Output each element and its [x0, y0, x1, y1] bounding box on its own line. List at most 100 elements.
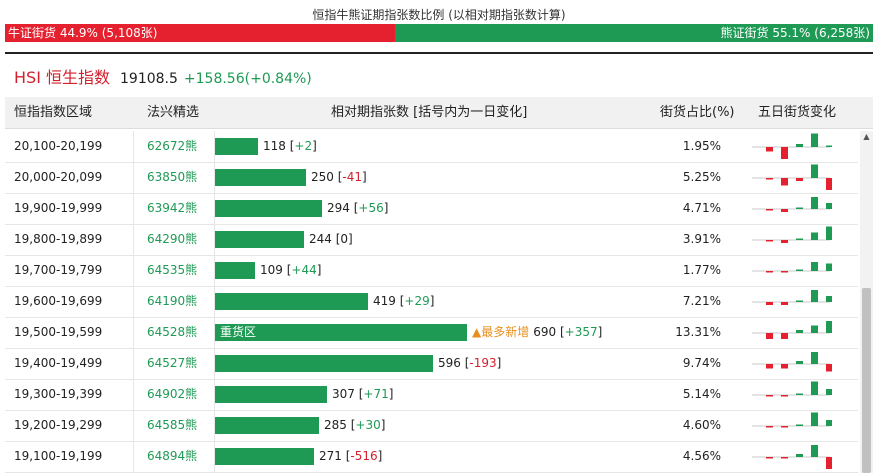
range-cell: 20,100-20,199 [14, 139, 103, 153]
warrant-code-link[interactable]: 64585熊 [147, 418, 198, 432]
mini-chart-bar [796, 454, 803, 457]
table-row[interactable]: 19,100-19,199 64894熊 271 [-516] 4.56% [5, 441, 858, 473]
mini-chart-bar [781, 178, 788, 186]
bracket-open: [ [346, 418, 356, 432]
table-row[interactable]: 19,300-19,399 64902熊 307 [+71] 5.14% [5, 379, 858, 411]
daily-change: -516 [350, 449, 378, 463]
share-percent: 7.21% [682, 294, 721, 308]
mini-chart-bar [781, 302, 788, 305]
mini-chart-bar [796, 330, 803, 333]
header-share: 街货占比(%) [660, 105, 735, 120]
warrant-code-link[interactable]: 64528熊 [147, 325, 198, 339]
range-cell: 19,600-19,699 [14, 294, 103, 308]
warrant-code-link[interactable]: 64894熊 [147, 449, 198, 463]
table-row[interactable]: 19,800-19,899 64290熊 244 [0] 3.91% [5, 224, 858, 256]
column-separator [133, 162, 134, 193]
bracket-close: ] [429, 294, 435, 308]
table-row[interactable]: 19,200-19,299 64585熊 285 [+30] 4.60% [5, 410, 858, 442]
mini-chart-bar [781, 209, 788, 212]
contracts-number: 596 [438, 356, 461, 370]
contracts-bar [215, 138, 258, 155]
bracket-open: [ [556, 325, 565, 339]
warrant-code-link[interactable]: 64190熊 [147, 294, 198, 308]
daily-change: +71 [363, 387, 389, 401]
share-percent: 1.77% [682, 263, 721, 277]
column-separator [133, 379, 134, 410]
mini-chart-bar [811, 232, 818, 240]
range-cell: 19,100-19,199 [14, 449, 103, 463]
daily-change: -41 [342, 170, 363, 184]
section-divider [5, 52, 873, 54]
range-cell: 19,400-19,499 [14, 356, 103, 370]
range-cell: 19,900-19,999 [14, 201, 103, 215]
mini-chart-bar [781, 426, 788, 428]
contracts-bar [215, 200, 322, 217]
table-body[interactable]: 20,100-20,199 62672熊 118 [+2] 1.95% 20,000-2… [5, 131, 858, 473]
warrant-code-link[interactable]: 64527熊 [147, 356, 198, 370]
column-separator [133, 255, 134, 286]
contracts-value: 271 [-516] [319, 441, 382, 472]
contracts-number: 285 [324, 418, 347, 432]
table-row[interactable]: 19,900-19,999 63942熊 294 [+56] 4.71% [5, 193, 858, 225]
mini-chart-bar [811, 325, 818, 333]
table-row[interactable]: 19,500-19,599 64528熊 重货区 ▲最多新增 690 [+357] 13.… [5, 317, 858, 349]
column-separator [214, 286, 215, 317]
five-day-mini-chart [752, 352, 832, 372]
mini-chart-bar [766, 426, 773, 428]
column-separator [133, 317, 134, 348]
index-name[interactable]: HSI 恒生指数 [14, 68, 110, 87]
warrant-code-link[interactable]: 62672熊 [147, 139, 198, 153]
column-separator [214, 410, 215, 441]
most-added-flag: ▲最多新增 [472, 325, 529, 339]
table-row[interactable]: 20,100-20,199 62672熊 118 [+2] 1.95% [5, 131, 858, 163]
bracket-close: ] [348, 232, 353, 246]
scroll-up-arrow-icon[interactable]: ▲ [863, 132, 870, 141]
table-row[interactable]: 19,400-19,499 64527熊 596 [-193] 9.74% [5, 348, 858, 380]
warrant-code-link[interactable]: 64535熊 [147, 263, 198, 277]
contracts-number: 118 [263, 139, 286, 153]
mini-chart-bar [811, 352, 818, 364]
mini-chart-bar [811, 381, 818, 395]
warrant-code-link[interactable]: 63942熊 [147, 201, 198, 215]
mini-chart-bar [826, 420, 832, 426]
contracts-bar [215, 169, 306, 186]
contracts-number: 250 [311, 170, 334, 184]
up-triangle-icon: ▲ [472, 325, 482, 339]
table-header: 恒指指数区域 法兴精选 相对期指张数 [括号内为一日变化] 街货占比(%) 五日… [5, 97, 873, 129]
daily-change: +357 [564, 325, 598, 339]
mini-chart-bar [796, 269, 803, 271]
column-separator [214, 193, 215, 224]
bracket-close: ] [388, 387, 394, 401]
contracts-bar [215, 417, 319, 434]
share-percent: 4.56% [682, 449, 721, 463]
mini-chart-bar [781, 271, 788, 273]
mini-chart-bar [811, 197, 818, 209]
contracts-number: 244 [309, 232, 332, 246]
five-day-mini-chart [752, 226, 832, 243]
bracket-close: ] [496, 356, 502, 370]
mini-chart-bar [766, 178, 773, 180]
mini-chart-bar [796, 178, 803, 181]
warrant-code-link[interactable]: 64902熊 [147, 387, 198, 401]
mini-chart-bar [796, 361, 803, 364]
warrant-code-link[interactable]: 63850熊 [147, 170, 198, 184]
table-row[interactable]: 19,600-19,699 64190熊 419 [+29] 7.21% [5, 286, 858, 318]
most-added-text: 最多新增 [481, 325, 530, 339]
contracts-bar [215, 262, 255, 279]
scrollbar-thumb[interactable] [862, 288, 871, 473]
mini-chart-bar [826, 263, 832, 271]
five-day-mini-chart [752, 197, 832, 212]
index-change: +158.56(+0.84%) [183, 71, 312, 87]
contracts-value: 250 [-41] [311, 162, 367, 193]
table-row[interactable]: 19,700-19,799 64535熊 109 [+44] 1.77% [5, 255, 858, 287]
bull-bear-ratio-bar: 牛证街货 44.9% (5,108张) 熊证街货 55.1% (6,258张) [5, 24, 873, 42]
column-separator [133, 348, 134, 379]
mini-chart-bar [766, 333, 773, 339]
contracts-value: 596 [-193] [438, 348, 501, 379]
mini-chart-bar [766, 147, 773, 152]
warrant-code-link[interactable]: 64290熊 [147, 232, 198, 246]
five-day-mini-chart [752, 412, 832, 428]
contracts-bar: 重货区 [215, 324, 467, 341]
mini-chart-bar [811, 445, 818, 457]
table-row[interactable]: 20,000-20,099 63850熊 250 [-41] 5.25% [5, 162, 858, 194]
